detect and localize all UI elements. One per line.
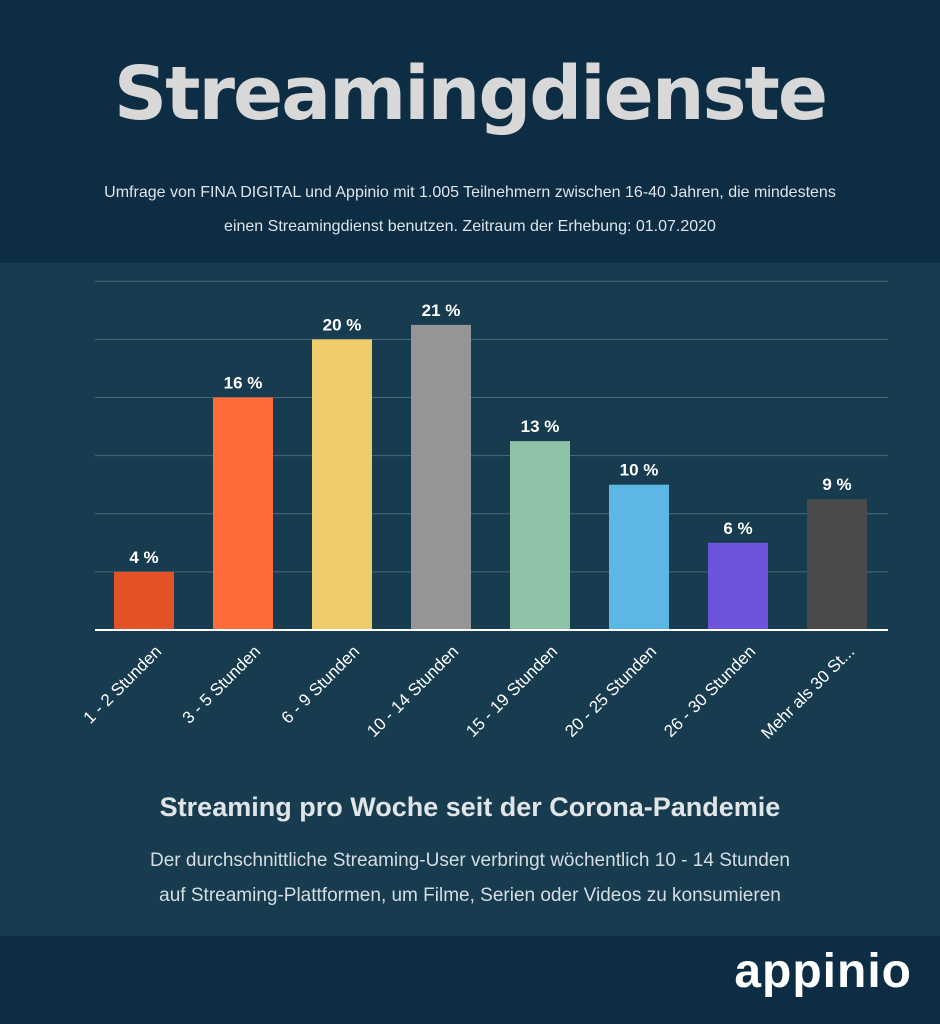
x-tick-label: 3 - 5 Stunden — [179, 642, 265, 728]
bar — [213, 397, 273, 630]
x-tick-label: 6 - 9 Stunden — [278, 642, 364, 728]
data-label: 16 % — [224, 374, 263, 393]
data-label: 20 % — [323, 315, 362, 334]
bar — [114, 571, 174, 630]
data-label: 4 % — [129, 548, 158, 567]
footer: appinio — [0, 936, 940, 1024]
bar — [510, 441, 570, 630]
page-subtitle: Umfrage von FINA DIGITAL und Appinio mit… — [30, 176, 910, 244]
data-label: 13 % — [521, 417, 560, 436]
bar — [609, 484, 669, 630]
subtitle-line-2: einen Streamingdienst benutzen. Zeitraum… — [224, 218, 716, 235]
x-tick-label: Mehr als 30 St... — [757, 642, 858, 743]
subtitle-line-1: Umfrage von FINA DIGITAL und Appinio mit… — [104, 184, 836, 201]
chart-title: Streaming pro Woche seit der Corona-Pand… — [159, 792, 781, 822]
bar — [411, 324, 471, 630]
header: Streamingdienste Umfrage von FINA DIGITA… — [0, 0, 940, 263]
bar — [708, 542, 768, 630]
x-tick-label: 1 - 2 Stunden — [80, 642, 166, 728]
page-title: Streamingdienste — [113, 51, 828, 137]
x-tick-label: 20 - 25 Stunden — [561, 642, 660, 741]
data-label: 9 % — [822, 475, 851, 494]
data-label: 21 % — [422, 301, 461, 320]
chart-panel: 4 % 1 - 2 Stunden 16 % 3 - 5 Stunden 20 % 6 -… — [0, 263, 940, 936]
bar — [807, 499, 867, 630]
x-tick-label: 26 - 30 Stunden — [660, 642, 759, 741]
x-tick-label: 15 - 19 Stunden — [462, 642, 561, 741]
data-label: 10 % — [620, 461, 659, 480]
bar-chart: 4 % 1 - 2 Stunden 16 % 3 - 5 Stunden 20 % 6 -… — [80, 280, 888, 743]
data-label: 6 % — [723, 519, 752, 538]
bar — [312, 339, 372, 630]
caption-line-2: auf Streaming-Plattformen, um Filme, Ser… — [159, 885, 781, 906]
chart-caption: Der durchschnittliche Streaming-User ver… — [50, 843, 890, 913]
x-tick-label: 10 - 14 Stunden — [363, 642, 462, 741]
appinio-logo: appinio — [734, 945, 912, 998]
caption-line-1: Der durchschnittliche Streaming-User ver… — [150, 850, 790, 871]
